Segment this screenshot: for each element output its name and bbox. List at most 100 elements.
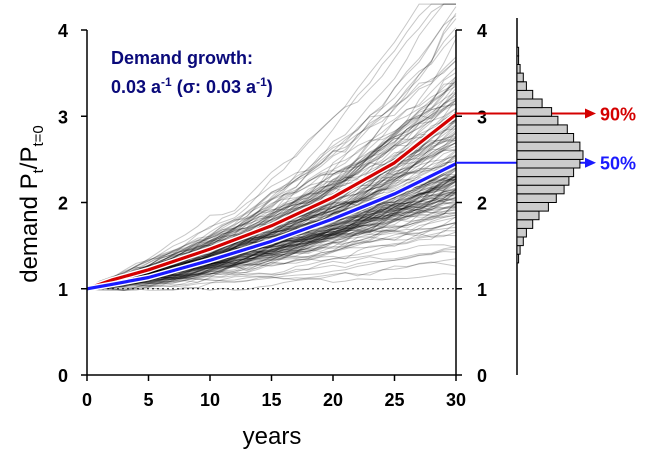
- histogram-bar: [516, 210, 540, 221]
- trajectory-line: [86, 102, 457, 290]
- trajectory-line: [86, 198, 457, 290]
- histogram-bar: [516, 133, 575, 143]
- annotation-growth-prefix: 0.03 a: [111, 77, 162, 97]
- trajectory-line: [86, 181, 457, 290]
- right-y-tick-label: 4: [477, 21, 487, 41]
- trajectory-line: [86, 15, 457, 290]
- histogram-bar: [516, 141, 581, 152]
- series-0-line: [86, 113, 457, 291]
- histogram-bar: [516, 227, 527, 238]
- series-1-line: [86, 162, 457, 291]
- trajectory-line: [86, 113, 457, 290]
- trajectory-line: [86, 208, 457, 290]
- trajectory-line: [86, 191, 457, 290]
- trajectory-line: [86, 3, 456, 290]
- trajectory-line: [86, 201, 457, 290]
- histogram-bar: [516, 193, 557, 203]
- trajectory-line: [86, 179, 457, 290]
- histogram-bar: [516, 124, 568, 135]
- histogram-bar: [516, 202, 549, 212]
- trajectory-line: [86, 248, 457, 292]
- histogram-bar: [516, 55, 520, 66]
- annotation-growth-mid: (σ: 0.03 a: [172, 77, 257, 97]
- trajectory-line: [86, 191, 457, 290]
- x-tick-label: 10: [200, 390, 220, 410]
- trajectory-line: [86, 234, 457, 290]
- trajectory-line: [86, 142, 457, 290]
- x-tick-label: 20: [323, 390, 343, 410]
- histogram-bar: [516, 150, 584, 160]
- y-axis-label-sub1: t: [30, 168, 47, 173]
- x-tick-label: 5: [143, 390, 153, 410]
- annotation-growth-suffix: ): [267, 77, 273, 97]
- trajectory-line: [86, 3, 456, 290]
- trajectory-line: [86, 76, 457, 290]
- trajectory-line: [86, 38, 457, 290]
- callout-arrowhead: [585, 157, 596, 168]
- left-y-tick-label: 4: [58, 21, 68, 41]
- trajectory-line: [86, 27, 457, 290]
- trajectory-line: [86, 180, 457, 290]
- x-axis-label: years: [243, 423, 302, 450]
- left-y-tick-label: 0: [58, 366, 68, 386]
- trajectory-line: [86, 188, 457, 290]
- right-y-tick-label: 1: [477, 280, 487, 300]
- trajectory-line: [86, 67, 457, 290]
- histogram-bar: [516, 64, 521, 74]
- tick-labels: 0 5 10 15 20 25 30 0 1 2 3 4 0 1 2 3 4: [58, 21, 487, 410]
- histogram-bar: [516, 72, 524, 83]
- x-tick-label: 25: [384, 390, 404, 410]
- histogram-bar: [516, 253, 520, 264]
- trajectory-line: [86, 212, 457, 290]
- series-label: 50%: [600, 154, 636, 174]
- histogram-bar: [516, 158, 581, 169]
- trajectory-line: [86, 129, 457, 290]
- histogram-bar: [516, 176, 570, 186]
- histogram-bar: [516, 98, 543, 109]
- left-y-tick-label: 2: [58, 194, 68, 214]
- y-axis-label: demand Pt/Pt=0: [16, 125, 47, 283]
- trajectory-line: [86, 131, 457, 290]
- trajectory-line: [86, 97, 457, 290]
- histogram-bar: [516, 89, 534, 100]
- histogram-bar: [516, 184, 565, 195]
- trajectory-line: [86, 176, 457, 290]
- histogram-bar: [516, 219, 534, 229]
- tick-marks: [81, 29, 462, 381]
- trajectory-line: [86, 87, 457, 290]
- trajectory-line: [86, 59, 457, 290]
- annotation-exponent-1: -1: [161, 75, 172, 89]
- histogram-bar: [516, 236, 524, 247]
- trajectory-line: [86, 212, 457, 290]
- trajectory-line: [86, 250, 457, 291]
- right-y-tick-label: 0: [477, 366, 487, 386]
- trajectory-line: [86, 83, 457, 290]
- trajectory-line: [86, 230, 457, 291]
- annotation-exponent-2: -1: [256, 75, 267, 89]
- trajectory-line: [86, 261, 457, 290]
- x-tick-label: 15: [261, 390, 281, 410]
- trajectory-line: [86, 258, 457, 290]
- y-axis-label-sub2: t=0: [30, 125, 47, 146]
- trajectory-line: [86, 231, 457, 290]
- histogram-bar: [516, 46, 520, 57]
- trajectory-line: [86, 92, 457, 290]
- callout-arrowhead: [585, 108, 596, 119]
- trajectory-line: [86, 198, 457, 290]
- trajectory-line: [86, 216, 457, 290]
- y-axis-label-main: demand P: [16, 173, 43, 282]
- trajectory-line: [86, 3, 456, 290]
- y-axis-label-slash: /P: [16, 147, 43, 170]
- x-tick-label: 30: [446, 390, 466, 410]
- trajectory-line: [86, 92, 457, 290]
- series-label: 90%: [600, 105, 636, 125]
- trajectory-line: [86, 142, 457, 290]
- histogram-bar: [516, 245, 521, 255]
- trajectory-line: [86, 202, 457, 290]
- histogram-bar: [516, 115, 559, 126]
- right-y-tick-label: 3: [477, 107, 487, 127]
- trajectory-line: [86, 34, 457, 290]
- trajectory-line: [86, 203, 457, 290]
- trajectory-line: [86, 3, 456, 290]
